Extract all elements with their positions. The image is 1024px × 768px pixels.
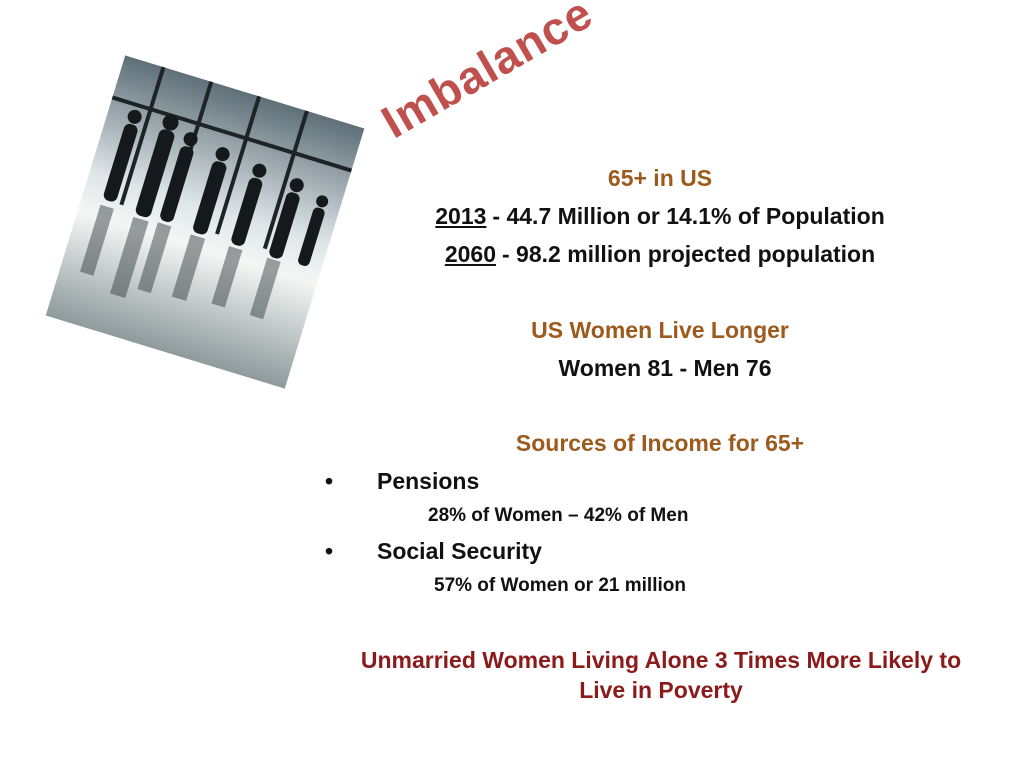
year: 2060 bbox=[444, 241, 496, 267]
item-detail: 28% of Women – 42% of Men bbox=[428, 505, 689, 526]
slide-title: Imbalance bbox=[372, 0, 602, 149]
line-text: - 44.7 Million or 14.1% of Population bbox=[492, 203, 885, 229]
photo bbox=[45, 55, 365, 389]
heading: US Women Live Longer bbox=[531, 317, 789, 343]
longevity-text: Women 81 - Men 76 bbox=[558, 355, 772, 381]
item-detail: 57% of Women or 21 million bbox=[434, 575, 686, 596]
bullet: • bbox=[325, 468, 334, 494]
item-label: Social Security bbox=[377, 538, 542, 564]
year: 2013 bbox=[435, 203, 487, 229]
heading: Sources of Income for 65+ bbox=[515, 430, 805, 456]
heading: 65+ in US bbox=[607, 165, 713, 191]
item-label: Pensions bbox=[377, 468, 480, 494]
line-text: - 98.2 million projected population bbox=[502, 241, 876, 267]
population-line: 2060- 98.2 million projected population bbox=[360, 241, 960, 268]
population-line: 2013- 44.7 Million or 14.1% of Populatio… bbox=[360, 203, 960, 230]
bullet: • bbox=[325, 538, 334, 564]
conclusion: Unmarried Women Living Alone 3 Times Mor… bbox=[360, 647, 962, 703]
